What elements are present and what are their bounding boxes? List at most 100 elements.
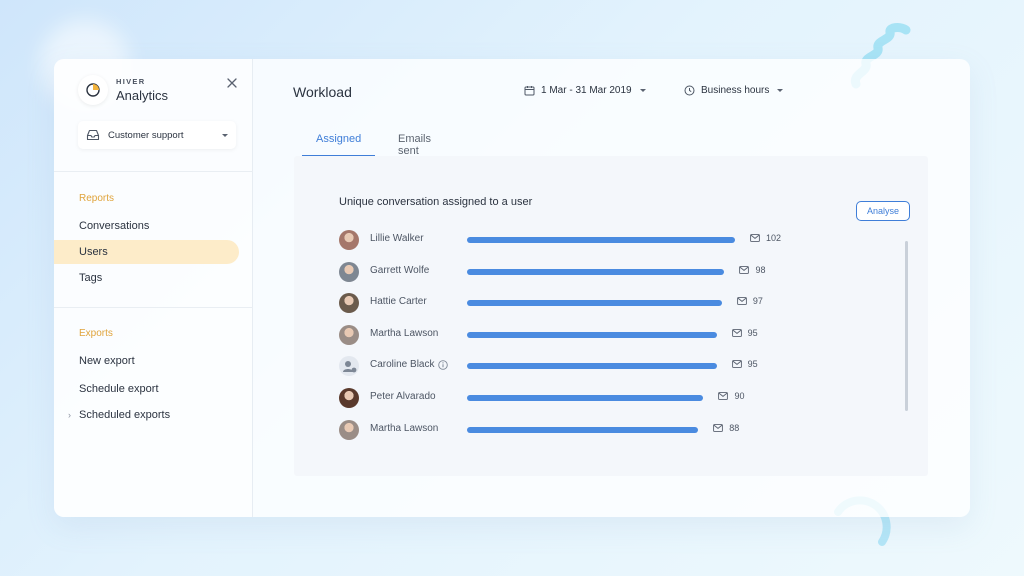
analytics-window: HIVER Analytics Customer support Reports… xyxy=(54,59,970,517)
table-row[interactable]: Peter Alvarado 90 xyxy=(339,387,839,409)
mail-icon xyxy=(731,328,742,337)
mail-icon xyxy=(718,392,729,400)
email-count: 95 xyxy=(731,327,758,338)
inbox-label: Customer support xyxy=(108,129,184,141)
brand-name: Analytics xyxy=(116,87,169,103)
workload-bar xyxy=(467,300,722,307)
email-count: 102 xyxy=(750,233,781,243)
avatar xyxy=(339,356,359,377)
avatar xyxy=(339,419,359,440)
chevron-right-icon[interactable]: › xyxy=(68,410,71,420)
brand-kicker: HIVER xyxy=(116,77,146,87)
user-name-text: Hattie Carter xyxy=(370,296,427,308)
table-row[interactable]: Hattie Carter 97 xyxy=(339,292,839,314)
nav-item-scheduled-exports[interactable]: Scheduled exports xyxy=(79,409,171,421)
nav-item-tags[interactable]: Tags xyxy=(79,272,103,284)
workload-bar xyxy=(467,331,717,338)
workload-bar xyxy=(467,395,704,401)
info-icon[interactable] xyxy=(438,360,449,370)
workload-bar xyxy=(467,268,725,275)
bar-track xyxy=(467,395,747,401)
email-count-value: 88 xyxy=(729,422,740,433)
brand: HIVER Analytics xyxy=(78,73,168,107)
bar-track xyxy=(467,237,747,243)
nav-item-schedule-export[interactable]: Schedule export xyxy=(79,383,159,395)
user-name: Martha Lawson xyxy=(370,423,438,434)
nav-item-users[interactable]: Users xyxy=(54,240,239,264)
tab-assigned[interactable]: Assigned xyxy=(302,131,375,157)
chevron-down-icon xyxy=(777,89,784,92)
exports-heading: Exports xyxy=(79,328,113,339)
divider xyxy=(54,171,253,172)
hours-dropdown[interactable]: Business hours xyxy=(684,85,784,96)
user-name: Peter Alvarado xyxy=(370,391,436,402)
bar-track xyxy=(467,268,747,275)
nav-item-new-export[interactable]: New export xyxy=(79,355,135,367)
workload-bar xyxy=(467,363,717,370)
date-range-label: 1 Mar - 31 Mar 2019 xyxy=(541,85,632,96)
clock-icon xyxy=(684,85,695,96)
user-name-text: Martha Lawson xyxy=(370,422,439,434)
chevron-down-icon xyxy=(222,133,228,137)
hiver-logo-icon xyxy=(78,75,108,105)
email-count: 98 xyxy=(739,264,766,275)
calendar-icon xyxy=(524,86,535,96)
avatar xyxy=(339,230,359,250)
avatar xyxy=(339,261,359,282)
email-count-value: 95 xyxy=(747,359,758,370)
avatar xyxy=(339,293,359,314)
tab-emails-sent[interactable]: Emails sent xyxy=(398,133,432,157)
user-name: Lillie Walker xyxy=(370,233,424,244)
bar-track xyxy=(467,426,747,433)
avatar xyxy=(339,388,359,408)
table-row[interactable]: Martha Lawson 95 xyxy=(339,324,839,346)
workload-panel: Unique conversation assigned to a user A… xyxy=(294,156,928,476)
table-row[interactable]: Martha Lawson 88 xyxy=(339,419,839,441)
email-count: 97 xyxy=(737,296,763,306)
avatar xyxy=(339,324,359,345)
hours-label: Business hours xyxy=(701,85,770,96)
workload-bar xyxy=(467,237,735,243)
email-count: 95 xyxy=(731,359,758,370)
inbox-icon xyxy=(86,129,100,141)
table-row[interactable]: Lillie Walker 102 xyxy=(339,229,839,251)
user-name-text: Martha Lawson xyxy=(370,327,439,339)
email-count-value: 98 xyxy=(755,264,766,275)
user-name-text: Lillie Walker xyxy=(370,233,424,244)
user-name: Martha Lawson xyxy=(370,328,438,339)
panel-title: Unique conversation assigned to a user xyxy=(339,196,533,208)
workload-bar xyxy=(467,426,699,433)
user-name-text: Garrett Wolfe xyxy=(370,264,430,276)
user-name: Garrett Wolfe xyxy=(370,265,429,276)
main-content: Workload 1 Mar - 31 Mar 2019 Business ho… xyxy=(253,59,970,517)
inbox-dropdown[interactable]: Customer support xyxy=(78,121,236,149)
table-row[interactable]: Caroline Black 95 xyxy=(339,355,839,377)
divider xyxy=(54,307,253,308)
user-name-text: Peter Alvarado xyxy=(370,391,436,402)
user-name: Caroline Black xyxy=(370,359,449,371)
user-name: Hattie Carter xyxy=(370,296,427,307)
mail-icon xyxy=(750,234,760,242)
chevron-down-icon xyxy=(639,89,646,92)
email-count-value: 97 xyxy=(752,296,763,307)
email-count-value: 90 xyxy=(734,391,745,401)
bar-track xyxy=(467,331,747,338)
page-title: Workload xyxy=(293,84,352,100)
close-icon[interactable] xyxy=(226,77,238,89)
email-count-value: 102 xyxy=(766,233,782,243)
email-count-value: 95 xyxy=(747,327,758,338)
user-name-text: Caroline Black xyxy=(370,359,435,371)
mail-icon xyxy=(737,297,747,306)
scrollbar[interactable] xyxy=(905,241,908,411)
analyse-button[interactable]: Analyse xyxy=(856,201,910,221)
bar-track xyxy=(467,300,747,307)
mail-icon xyxy=(739,265,750,274)
date-range-picker[interactable]: 1 Mar - 31 Mar 2019 xyxy=(524,85,646,96)
email-count: 90 xyxy=(718,391,744,401)
nav-item-conversations[interactable]: Conversations xyxy=(79,220,150,232)
reports-heading: Reports xyxy=(79,193,115,204)
table-row[interactable]: Garrett Wolfe 98 xyxy=(339,261,839,283)
email-count: 88 xyxy=(713,423,739,433)
sidebar: HIVER Analytics Customer support Reports… xyxy=(54,59,253,517)
bar-track xyxy=(467,363,747,370)
